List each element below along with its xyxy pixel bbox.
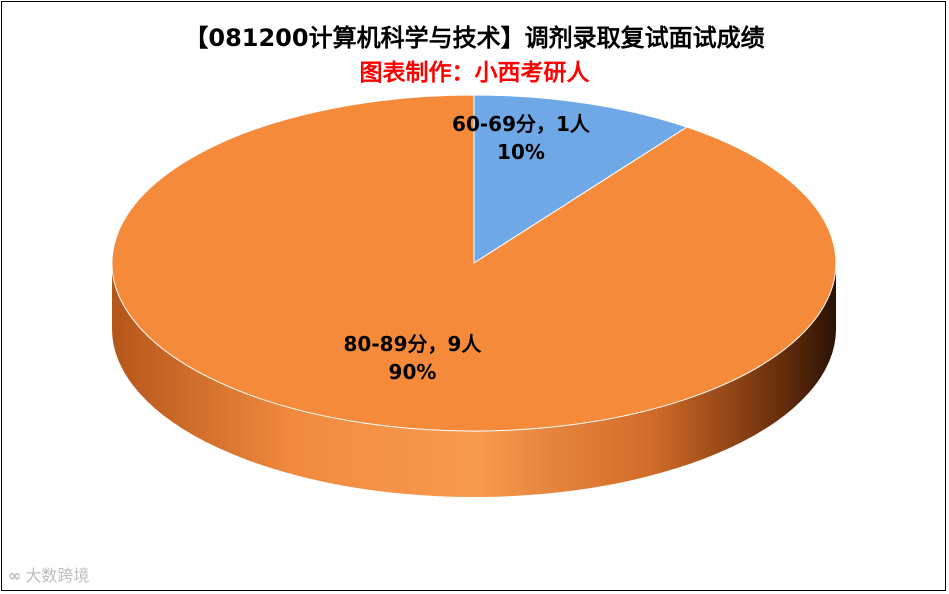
chart-subtitle: 图表制作：小西考研人 [359, 60, 590, 86]
pie-slice-1 [473, 94, 688, 264]
watermark-logo-icon: ∞ [8, 566, 22, 585]
pie-side-surface [112, 263, 836, 497]
slice-label-2: 80-89分，9人 [344, 332, 483, 356]
slice-percent-1: 10% [497, 140, 545, 164]
pie-top-slices [111, 94, 837, 432]
slice-percent-2: 90% [389, 360, 437, 384]
chart-title: 【081200计算机科学与技术】调剂录取复试面试成绩 [184, 24, 765, 52]
pie-side-wall [112, 263, 836, 497]
pie-labels: 60-69分，1人 10% 80-89分，9人 90% [344, 112, 591, 384]
watermark-text: 大数跨境 [25, 566, 90, 585]
slice-label-1: 60-69分，1人 [452, 112, 591, 136]
pie-slice-2 [111, 94, 837, 432]
watermark: ∞ 大数跨境 [8, 562, 89, 586]
